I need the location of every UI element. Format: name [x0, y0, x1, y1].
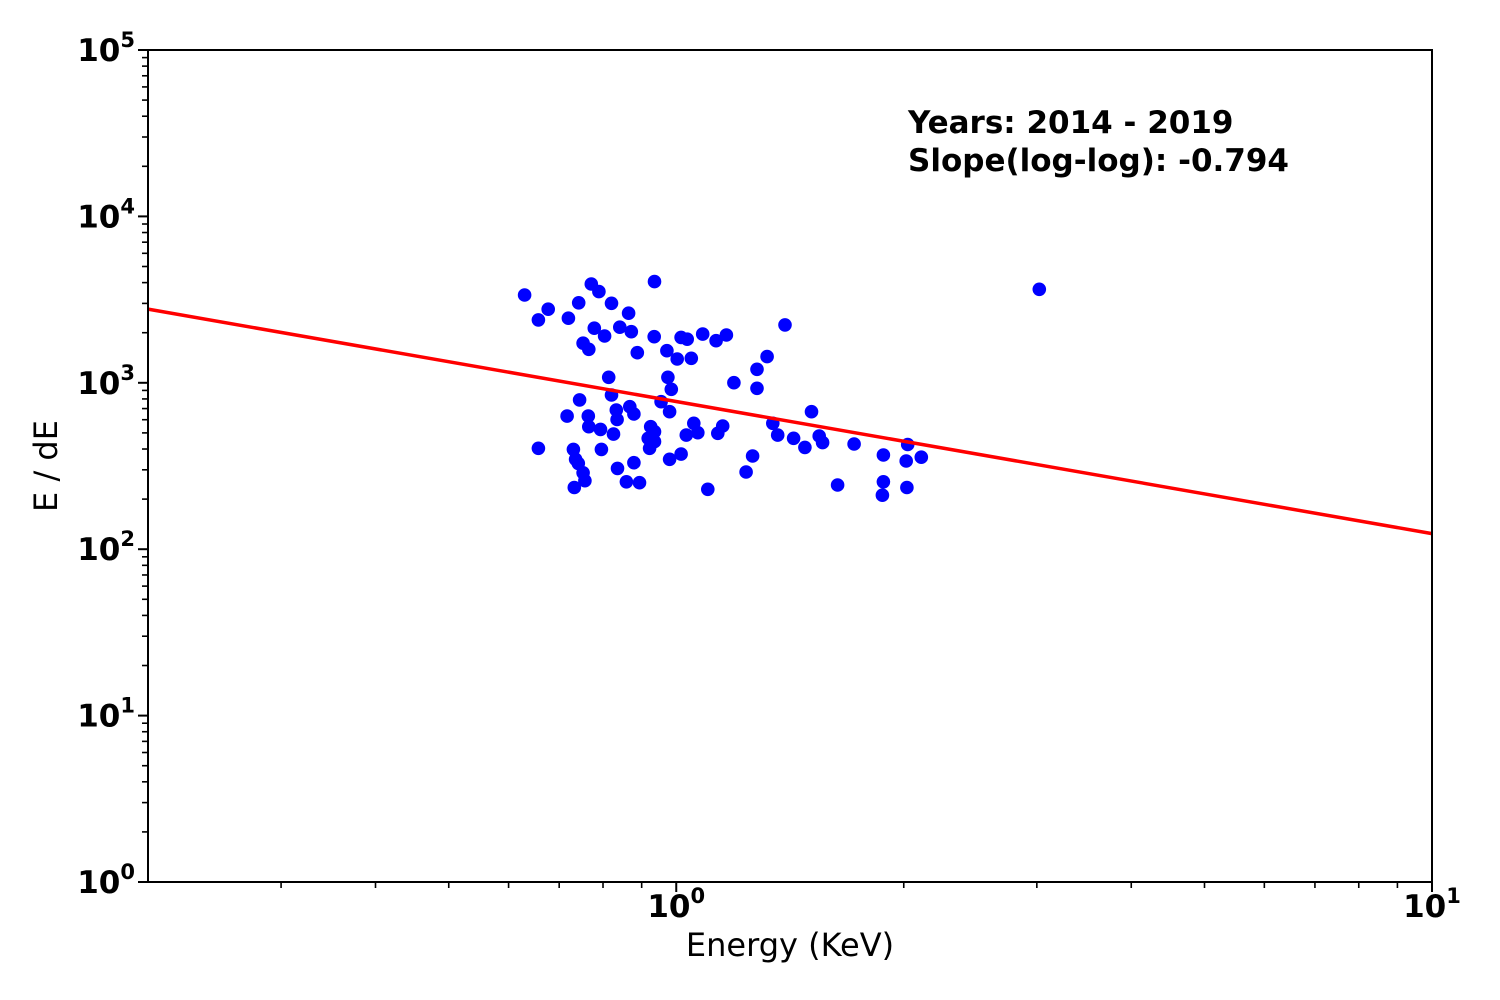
- data-point: [619, 475, 634, 489]
- data-point: [876, 448, 891, 462]
- data-point: [582, 342, 596, 357]
- data-point: [632, 475, 647, 490]
- data-point: [847, 437, 861, 451]
- data-point: [517, 288, 532, 302]
- y-tick-label: 101: [77, 694, 135, 735]
- fit-line: [147, 307, 1433, 536]
- data-point: [709, 333, 723, 348]
- data-point: [745, 449, 760, 463]
- data-point: [914, 450, 929, 465]
- data-point: [624, 324, 639, 339]
- scatter-series: [517, 274, 1047, 503]
- minor-ticks: [142, 56, 1399, 888]
- data-point: [719, 328, 734, 342]
- data-point: [899, 454, 913, 468]
- data-point: [597, 329, 612, 343]
- x-tick-label: 100: [647, 884, 705, 925]
- data-point: [876, 475, 891, 489]
- data-point: [571, 296, 586, 310]
- data-point: [531, 313, 546, 327]
- data-point: [647, 329, 661, 344]
- data-point: [662, 452, 677, 467]
- data-point: [701, 482, 715, 497]
- data-point: [727, 375, 741, 390]
- major-ticks: [138, 49, 1433, 892]
- data-point: [680, 332, 694, 347]
- y-tick-label: 104: [77, 194, 135, 235]
- data-point: [660, 343, 674, 358]
- data-point: [627, 455, 641, 470]
- data-point: [582, 419, 596, 434]
- annotation-box: Years: 2014 - 2019 Slope(log-log): -0.79…: [908, 104, 1289, 180]
- data-point: [750, 381, 764, 396]
- data-point: [750, 362, 764, 377]
- data-point: [541, 302, 555, 317]
- data-point: [875, 488, 890, 503]
- data-point: [804, 404, 819, 419]
- y-tick-label: 102: [77, 527, 135, 568]
- data-point: [601, 370, 616, 385]
- data-point: [592, 284, 606, 299]
- data-point: [1032, 282, 1047, 297]
- data-point: [630, 345, 645, 360]
- data-point: [830, 478, 845, 492]
- plot-frame: [147, 49, 1433, 883]
- data-point: [778, 318, 792, 332]
- x-tick-label: 101: [1403, 884, 1461, 925]
- annotation-slope: Slope(log-log): -0.794: [908, 143, 1290, 179]
- x-axis-label: Energy (KeV): [685, 926, 895, 964]
- data-point: [606, 427, 621, 441]
- data-point: [786, 431, 801, 446]
- data-point: [670, 352, 684, 366]
- data-point: [695, 327, 710, 341]
- data-point: [567, 480, 582, 495]
- data-point: [587, 321, 602, 336]
- data-point: [647, 274, 662, 289]
- data-point: [679, 428, 694, 442]
- data-point: [760, 349, 774, 364]
- data-point: [604, 296, 619, 311]
- y-tick-label: 100: [77, 860, 135, 901]
- data-point: [815, 435, 830, 450]
- data-point: [662, 404, 677, 419]
- y-tick-label: 105: [77, 28, 135, 69]
- data-point: [664, 382, 679, 397]
- data-point: [627, 407, 641, 421]
- data-point: [531, 441, 546, 456]
- data-point: [613, 320, 627, 335]
- data-point: [572, 393, 587, 407]
- data-point: [561, 311, 576, 326]
- data-point: [684, 351, 699, 366]
- data-point: [715, 419, 730, 433]
- data-point: [674, 447, 688, 461]
- data-point: [593, 422, 608, 437]
- data-point: [642, 441, 657, 456]
- data-point: [578, 473, 592, 488]
- data-point: [610, 461, 625, 476]
- data-point: [798, 440, 812, 455]
- y-axis-label: E / dE: [27, 420, 65, 512]
- data-point: [691, 425, 705, 440]
- y-tick-label: 103: [77, 361, 135, 402]
- data-point: [661, 370, 675, 385]
- data-point: [594, 442, 609, 457]
- data-point: [610, 412, 624, 427]
- annotation-years: Years: 2014 - 2019: [908, 105, 1234, 141]
- data-point: [581, 409, 596, 423]
- data-point: [770, 428, 785, 442]
- data-point: [739, 465, 753, 479]
- data-point: [900, 480, 914, 495]
- data-point: [560, 409, 574, 423]
- data-point: [621, 306, 636, 321]
